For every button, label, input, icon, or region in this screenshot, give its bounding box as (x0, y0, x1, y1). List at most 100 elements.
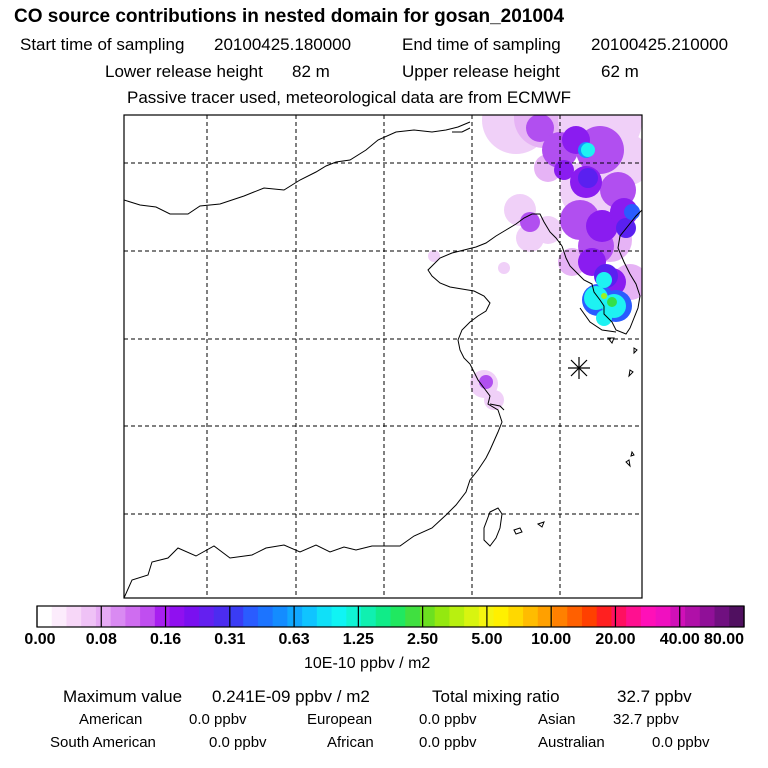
border-north (124, 121, 471, 215)
colorbar-tick-label: 2.50 (407, 631, 439, 648)
islet-5 (606, 337, 615, 344)
colorbar-tick-label: 0.16 (149, 631, 182, 648)
colorbar-tick-label: 5.00 (471, 631, 503, 648)
colorbar-swatch (508, 606, 524, 627)
islet-6 (536, 521, 545, 528)
region-value: 32.7 ppbv (613, 711, 679, 728)
colorbar-swatch (405, 606, 421, 627)
plume-cell (581, 143, 595, 157)
plume-cell (596, 310, 612, 326)
total-mixing-value: 32.7 ppbv (617, 687, 692, 706)
plume-cell (624, 204, 640, 220)
colorbar-tick-label: 1.25 (342, 631, 374, 648)
colorbar-tick-label: 10.00 (531, 631, 572, 648)
colorbar-swatch (140, 606, 156, 627)
plume-cell (498, 262, 510, 274)
lower-height-label: Lower release height (105, 62, 263, 81)
colorbar-swatch (272, 606, 288, 627)
region-name: African (327, 734, 374, 751)
map-panel (124, 115, 642, 598)
start-time-value: 20100425.180000 (214, 35, 352, 54)
yangtze-mouth (489, 403, 505, 411)
plume-cell (526, 115, 554, 142)
region-name: Australian (538, 734, 605, 751)
plume-cell (607, 297, 617, 307)
border-northeast (452, 127, 471, 133)
region-name: Asian (538, 711, 576, 728)
colorbar-tick-label: 0.63 (278, 631, 310, 648)
lower-height-value: 82 m (292, 62, 330, 81)
colorbar-swatch (464, 606, 480, 627)
colorbar-swatch (51, 606, 68, 627)
colorbar-swatch (302, 606, 318, 627)
colorbar-swatch (581, 606, 598, 627)
colorbar-swatch (184, 606, 200, 627)
colorbar-tick-label: 20.00 (595, 631, 636, 648)
colorbar-swatch (213, 606, 230, 627)
colorbar-swatch (361, 606, 377, 627)
colorbar-swatch (493, 606, 509, 627)
colorbar-swatch (670, 606, 686, 627)
plot-title: CO source contributions in nested domain… (14, 6, 565, 27)
colorbar-swatch (81, 606, 97, 627)
plume-cell (584, 286, 608, 310)
upper-height-value: 62 m (601, 62, 639, 81)
colorbar-swatch (375, 606, 392, 627)
region-value: 0.0 ppbv (189, 711, 247, 728)
colorbar-swatch (434, 606, 451, 627)
colorbar-swatch (611, 606, 627, 627)
region-value: 0.0 ppbv (652, 734, 710, 751)
region-name: American (79, 711, 143, 728)
colorbar-swatch (714, 606, 730, 627)
islet-2 (633, 347, 638, 355)
tracer-note: Passive tracer used, meteorological data… (127, 88, 572, 107)
coastlines (124, 121, 642, 598)
korea-south-coast (579, 307, 617, 333)
colorbar-swatch (257, 606, 274, 627)
max-value-label: Maximum value (63, 687, 183, 706)
colorbar-swatch (199, 606, 215, 627)
colorbar-swatch (66, 606, 82, 627)
colorbar-swatch (729, 606, 745, 627)
plume-cell (586, 210, 618, 242)
start-time-label: Start time of sampling (20, 35, 185, 54)
colorbar-swatch (552, 606, 568, 627)
islet-1 (628, 369, 634, 378)
coastline-mainland (124, 213, 563, 598)
region-name: South American (50, 734, 156, 751)
plume-field (428, 115, 642, 410)
region-value: 0.0 ppbv (209, 734, 267, 751)
colorbar-swatch (419, 606, 436, 627)
plume-cell (578, 168, 598, 188)
colorbar-swatch (626, 606, 642, 627)
upper-height-label: Upper release height (402, 62, 560, 81)
colorbar-frame (36, 605, 745, 628)
colorbar-swatch (37, 606, 53, 627)
colorbar-swatch (699, 606, 716, 627)
plume-cell (479, 375, 493, 389)
max-value: 0.241E-09 ppbv / m2 (212, 687, 370, 706)
colorbar-dividers (36, 606, 745, 627)
region-value: 0.0 ppbv (419, 711, 477, 728)
colorbar-swatch (95, 606, 112, 627)
colorbar-tick-label: 80.00 (703, 631, 745, 648)
colorbar-tick-label: 0.08 (85, 631, 117, 648)
colorbar-swatch (287, 606, 303, 627)
colorbar-tick-label: 0.31 (214, 631, 246, 648)
islet-3 (625, 459, 631, 468)
region-name: European (307, 711, 373, 728)
colorbar-swatch (567, 606, 583, 627)
lat-lon-grid (124, 115, 642, 598)
region-value: 0.0 ppbv (419, 734, 477, 751)
hainan-shore (513, 527, 523, 535)
plume-cell (601, 293, 607, 299)
plume-cell (554, 160, 574, 180)
colorbar-swatch (243, 606, 259, 627)
colorbar-swatch (169, 606, 185, 627)
map-frame (123, 114, 643, 599)
plume-cell (428, 250, 440, 262)
islet-4 (630, 450, 635, 457)
colorbar-swatch (331, 606, 347, 627)
colorbar-tick-label: 0.00 (24, 631, 56, 648)
